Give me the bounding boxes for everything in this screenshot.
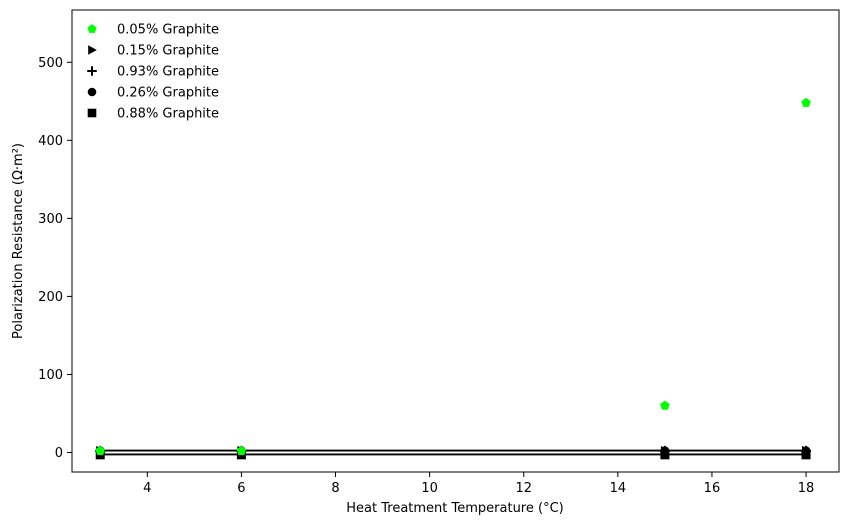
data-point-series-2 bbox=[802, 445, 812, 456]
legend-marker-5 bbox=[87, 108, 97, 118]
legend-marker-3 bbox=[87, 66, 97, 76]
x-tick-label: 4 bbox=[143, 481, 151, 496]
data-point-series-1 bbox=[236, 445, 247, 455]
y-tick-label: 300 bbox=[38, 212, 63, 227]
y-tick-label: 0 bbox=[55, 446, 63, 461]
legend-marker-1 bbox=[87, 24, 97, 33]
x-axis-label: Heat Treatment Temperature (°C) bbox=[346, 501, 563, 516]
legend-marker-4 bbox=[87, 87, 97, 97]
y-tick-label: 400 bbox=[38, 134, 63, 149]
x-tick-label: 18 bbox=[798, 481, 815, 496]
legend-label-3: 0.93% Graphite bbox=[117, 65, 219, 80]
x-tick-label: 6 bbox=[237, 481, 245, 496]
y-tick-label: 200 bbox=[38, 290, 63, 305]
x-tick-label: 14 bbox=[610, 481, 627, 496]
plot-area-frame bbox=[71, 9, 840, 473]
data-point-series-1 bbox=[660, 400, 670, 410]
y-axis-label: Polarization Resistance (Ω·m²) bbox=[11, 143, 26, 339]
axis-ticks: 4 6 8 10 12 14 16 18 0 100 200 300 400 500 bbox=[38, 56, 814, 496]
legend-marker-2 bbox=[88, 45, 97, 55]
legend: 0.05% Graphite 0.15% Graphite 0.93% Graphi… bbox=[87, 23, 219, 122]
x-tick-label: 8 bbox=[331, 481, 339, 496]
x-tick-label: 10 bbox=[421, 481, 438, 496]
legend-label-1: 0.05% Graphite bbox=[117, 23, 219, 38]
x-tick-label: 16 bbox=[704, 481, 721, 496]
y-tick-label: 100 bbox=[38, 368, 63, 383]
legend-label-4: 0.26% Graphite bbox=[117, 86, 219, 101]
legend-label-5: 0.88% Graphite bbox=[117, 107, 219, 122]
legend-label-2: 0.15% Graphite bbox=[117, 44, 219, 59]
data-point-series-1 bbox=[95, 445, 105, 455]
data-point-series-1 bbox=[801, 97, 811, 107]
y-tick-label: 500 bbox=[38, 56, 63, 71]
plot-layer bbox=[95, 97, 812, 460]
data-point-series-2 bbox=[660, 445, 670, 456]
x-tick-label: 12 bbox=[515, 481, 532, 496]
